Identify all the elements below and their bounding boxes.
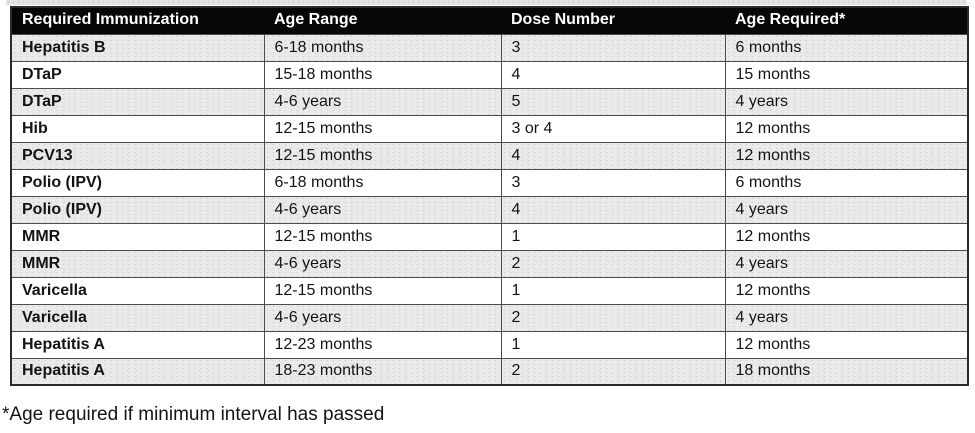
table-row: Varicella 4-6 years 2 4 years [10,303,969,332]
table-row: Polio (IPV) 4-6 years 4 4 years [10,195,969,224]
cell-dose-number: 2 [500,303,726,332]
cell-age-range: 18-23 months [263,357,502,386]
cell-age-required: 4 years [724,87,969,116]
cell-dose-number: 4 [500,60,726,89]
cell-immunization: Polio (IPV) [10,195,265,224]
cell-immunization: DTaP [10,60,265,89]
footnote: *Age required if minimum interval has pa… [2,404,385,425]
immunization-table: Required Immunization Age Range Dose Num… [10,6,969,386]
table-row: Hib 12-15 months 3 or 4 12 months [10,114,969,143]
cell-age-required: 4 years [724,303,969,332]
cell-immunization: DTaP [10,87,265,116]
table-row: Polio (IPV) 6-18 months 3 6 months [10,168,969,197]
table-row: DTaP 4-6 years 5 4 years [10,87,969,116]
cell-age-range: 12-23 months [263,330,502,359]
scan-artifact-strip [6,0,967,5]
cell-dose-number: 4 [500,195,726,224]
cell-dose-number: 3 or 4 [500,114,726,143]
cell-age-required: 4 years [724,249,969,278]
cell-dose-number: 2 [500,357,726,386]
cell-immunization: PCV13 [10,141,265,170]
cell-dose-number: 3 [500,168,726,197]
table-row: Varicella 12-15 months 1 12 months [10,276,969,305]
cell-age-range: 12-15 months [263,141,502,170]
cell-age-required: 12 months [724,114,969,143]
col-header-age-required: Age Required* [725,7,968,34]
cell-dose-number: 1 [500,330,726,359]
cell-age-required: 12 months [724,330,969,359]
table-row: MMR 12-15 months 1 12 months [10,222,969,251]
col-header-required-immunization: Required Immunization [11,7,264,34]
table-row: PCV13 12-15 months 4 12 months [10,141,969,170]
cell-age-range: 4-6 years [263,87,502,116]
cell-dose-number: 2 [500,249,726,278]
cell-age-required: 12 months [724,222,969,251]
table-header: Required Immunization Age Range Dose Num… [11,7,968,34]
cell-immunization: MMR [10,222,265,251]
cell-age-range: 6-18 months [263,33,502,62]
cell-age-range: 12-15 months [263,114,502,143]
col-header-age-range: Age Range [264,7,501,34]
cell-immunization: Hepatitis A [10,357,265,386]
cell-dose-number: 5 [500,87,726,116]
cell-age-range: 4-6 years [263,249,502,278]
cell-immunization: Hepatitis B [10,33,265,62]
cell-age-required: 4 years [724,195,969,224]
table-row: DTaP 15-18 months 4 15 months [10,60,969,89]
cell-immunization: Varicella [10,303,265,332]
cell-age-range: 6-18 months [263,168,502,197]
cell-age-range: 12-15 months [263,222,502,251]
table-row: Hepatitis B 6-18 months 3 6 months [10,33,969,62]
cell-age-range: 12-15 months [263,276,502,305]
cell-dose-number: 1 [500,276,726,305]
cell-age-range: 4-6 years [263,195,502,224]
cell-immunization: Varicella [10,276,265,305]
table-row: Hepatitis A 12-23 months 1 12 months [10,330,969,359]
cell-age-range: 4-6 years [263,303,502,332]
cell-immunization: Hepatitis A [10,330,265,359]
header-row: Required Immunization Age Range Dose Num… [11,7,968,34]
table-row: MMR 4-6 years 2 4 years [10,249,969,278]
cell-immunization: Polio (IPV) [10,168,265,197]
cell-dose-number: 1 [500,222,726,251]
cell-age-required: 18 months [724,357,969,386]
cell-age-required: 12 months [724,141,969,170]
table-body: Hepatitis B 6-18 months 3 6 months DTaP 15-18… [10,33,969,386]
cell-age-range: 15-18 months [263,60,502,89]
cell-age-required: 15 months [724,60,969,89]
cell-dose-number: 3 [500,33,726,62]
cell-immunization: MMR [10,249,265,278]
cell-age-required: 6 months [724,33,969,62]
table-row: Hepatitis A 18-23 months 2 18 months [10,357,969,386]
cell-age-required: 6 months [724,168,969,197]
cell-dose-number: 4 [500,141,726,170]
col-header-dose-number: Dose Number [501,7,725,34]
cell-immunization: Hib [10,114,265,143]
cell-age-required: 12 months [724,276,969,305]
